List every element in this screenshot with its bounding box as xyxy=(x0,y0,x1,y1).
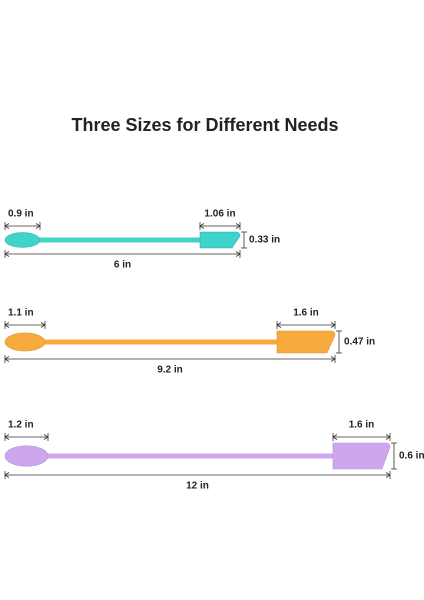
spoon-bowl xyxy=(4,445,49,467)
spatula-head xyxy=(276,330,336,354)
arrow-head xyxy=(4,472,391,478)
arrow-head xyxy=(4,223,41,229)
spatula-head xyxy=(332,442,391,470)
spatula-width-label: 1.6 in xyxy=(349,420,375,431)
arrow-head xyxy=(4,322,46,328)
spoon-width-label: 1.1 in xyxy=(8,308,34,319)
arrow-head xyxy=(4,356,336,362)
spatula-head xyxy=(199,231,241,249)
arrow-head xyxy=(332,434,391,440)
height-label: 0.47 in xyxy=(344,337,375,348)
length-label: 12 in xyxy=(186,481,209,492)
arrow-head xyxy=(276,322,336,328)
items: 0.9 in 1.06 in 0.33 in 6 in 1.1 in 1.6 in 0.47… xyxy=(4,209,424,492)
arrow-head xyxy=(4,251,241,257)
spatula-width-label: 1.6 in xyxy=(293,308,319,319)
spoon-width-label: 0.9 in xyxy=(8,209,34,220)
handle xyxy=(44,453,337,459)
spatula-width-label: 1.06 in xyxy=(204,209,235,220)
length-label: 9.2 in xyxy=(157,365,183,376)
height-label: 0.33 in xyxy=(249,235,280,246)
spoon-bowl xyxy=(4,232,41,248)
arrow-head xyxy=(4,434,49,440)
title: Three Sizes for Different Needs xyxy=(71,115,338,135)
spoon-bowl xyxy=(4,332,46,352)
handle xyxy=(41,339,281,345)
arrow-head xyxy=(199,223,241,229)
spoon-width-label: 1.2 in xyxy=(8,420,34,431)
height-label: 0.6 in xyxy=(399,451,424,462)
length-label: 6 in xyxy=(114,260,131,271)
handle xyxy=(36,237,204,243)
